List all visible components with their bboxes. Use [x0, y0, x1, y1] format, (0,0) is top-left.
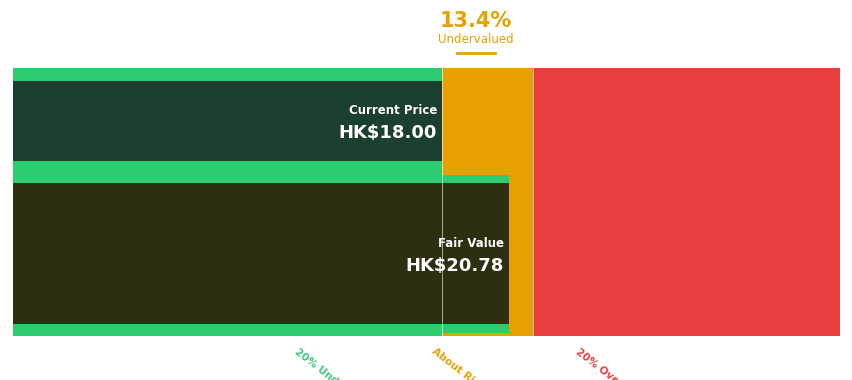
Text: HK$18.00: HK$18.00: [338, 124, 436, 142]
Text: 13.4%: 13.4%: [440, 11, 511, 31]
Bar: [441, 68, 532, 336]
Bar: [13, 81, 441, 161]
Bar: [13, 183, 509, 324]
Bar: [13, 175, 509, 183]
Bar: [13, 161, 441, 169]
Bar: [532, 68, 839, 336]
Text: Fair Value: Fair Value: [438, 236, 504, 250]
Text: HK$20.78: HK$20.78: [406, 257, 504, 275]
Bar: [13, 68, 441, 336]
Bar: [13, 324, 509, 332]
Text: Current Price: Current Price: [348, 103, 436, 117]
Text: About Right: About Right: [429, 347, 491, 380]
Text: 20% Undervalued: 20% Undervalued: [292, 347, 381, 380]
Text: Undervalued: Undervalued: [438, 33, 513, 46]
Bar: [13, 72, 441, 81]
Text: 20% Overvalued: 20% Overvalued: [573, 347, 654, 380]
